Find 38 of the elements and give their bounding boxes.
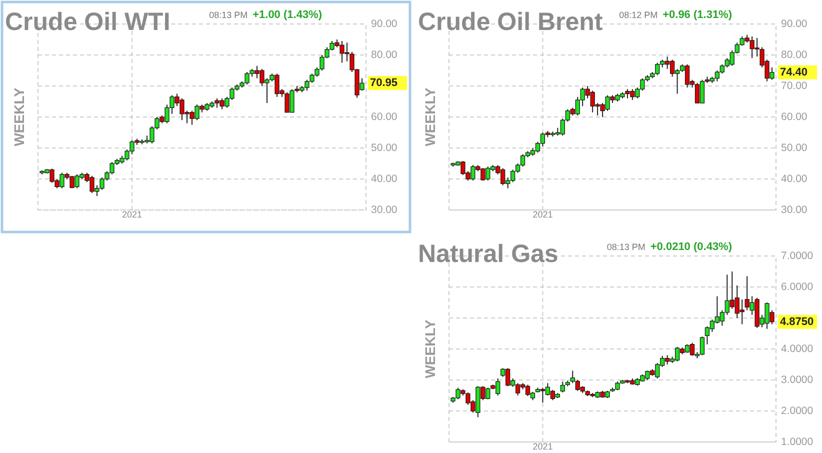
- y-tick-label: 7.0000: [781, 250, 814, 262]
- x-tick-label: 2021: [532, 209, 553, 220]
- text: +1.00 (1.43%): [252, 9, 322, 21]
- y-tick-label: 30.00: [781, 204, 808, 216]
- text: WEEKLY: [11, 87, 27, 146]
- y-tick-label: 6.0000: [781, 280, 814, 293]
- y-tick-label: 40.00: [781, 172, 808, 185]
- text: 74.40: [780, 66, 808, 78]
- candlestick: [560, 381, 565, 393]
- text: +0.0210 (0.43%): [650, 241, 732, 253]
- y-tick-label: 60.00: [781, 110, 808, 123]
- chart-title: Crude Oil WTI: [5, 8, 170, 36]
- text: WEEKLY: [422, 319, 438, 378]
- y-tick-label: 2.0000: [781, 404, 814, 417]
- text: 4.8750: [780, 316, 814, 328]
- y-tick-label: 50.00: [781, 142, 808, 154]
- y-tick-label: 80.00: [371, 48, 398, 61]
- text: +0.96 (1.31%): [662, 9, 732, 21]
- x-tick-label: 2021: [532, 441, 553, 452]
- text: 08:13 PM: [606, 242, 646, 252]
- y-tick-label: 80.00: [781, 48, 808, 61]
- chart-title: Crude Oil Brent: [418, 8, 604, 36]
- x-tick-label: 2021: [122, 209, 142, 220]
- y-tick-label: 90.00: [371, 18, 398, 30]
- y-tick-label: 30.00: [371, 204, 398, 216]
- y-tick-label: 4.0000: [781, 342, 814, 355]
- y-tick-label: 60.00: [371, 110, 398, 123]
- chart-title: Natural Gas: [418, 240, 558, 268]
- y-tick-label: 40.00: [371, 172, 398, 185]
- text: 08:13 PM: [209, 10, 248, 20]
- text: WEEKLY: [422, 87, 438, 146]
- y-tick-label: 1.0000: [781, 436, 814, 448]
- text: 70.95: [370, 76, 398, 89]
- text: 08:12 PM: [619, 10, 658, 20]
- y-tick-label: 3.0000: [781, 374, 814, 386]
- y-tick-label: 70.00: [781, 80, 808, 92]
- y-tick-label: 50.00: [371, 142, 398, 154]
- y-tick-label: 90.00: [781, 18, 808, 30]
